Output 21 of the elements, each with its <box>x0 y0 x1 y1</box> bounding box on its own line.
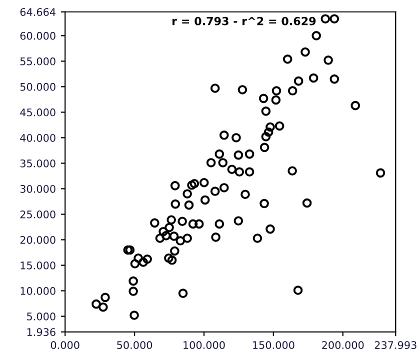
x-tick-label: 150.000 <box>253 341 294 350</box>
x-tick-label: 100.000 <box>184 341 225 350</box>
y-tick-label: 60.000 <box>20 32 56 40</box>
y-tick-label: 10.000 <box>20 287 56 295</box>
y-tick-label: 64.664 <box>20 8 56 16</box>
y-tick-label: 5.000 <box>27 312 56 320</box>
y-tick-label: 20.000 <box>20 236 56 244</box>
x-tick-label: 0.000 <box>50 341 80 350</box>
x-tick-label: 237.993 <box>374 341 416 350</box>
y-tick-label: 55.000 <box>20 57 56 66</box>
y-tick-label: 1.936 <box>27 328 56 336</box>
y-tick-label: 35.000 <box>20 159 56 168</box>
y-tick-label: 15.000 <box>20 261 56 270</box>
x-tick-label: 200.000 <box>322 341 364 350</box>
y-tick-label: 45.000 <box>20 108 56 116</box>
y-tick-label: 25.000 <box>20 210 56 218</box>
annotation: r = 0.793 - r^2 = 0.629 <box>172 16 316 26</box>
x-tick-label: 50.000 <box>117 341 152 350</box>
y-tick-label: 30.000 <box>20 184 56 193</box>
y-tick-label: 50.000 <box>20 82 56 91</box>
y-tick-label: 40.000 <box>20 134 56 142</box>
